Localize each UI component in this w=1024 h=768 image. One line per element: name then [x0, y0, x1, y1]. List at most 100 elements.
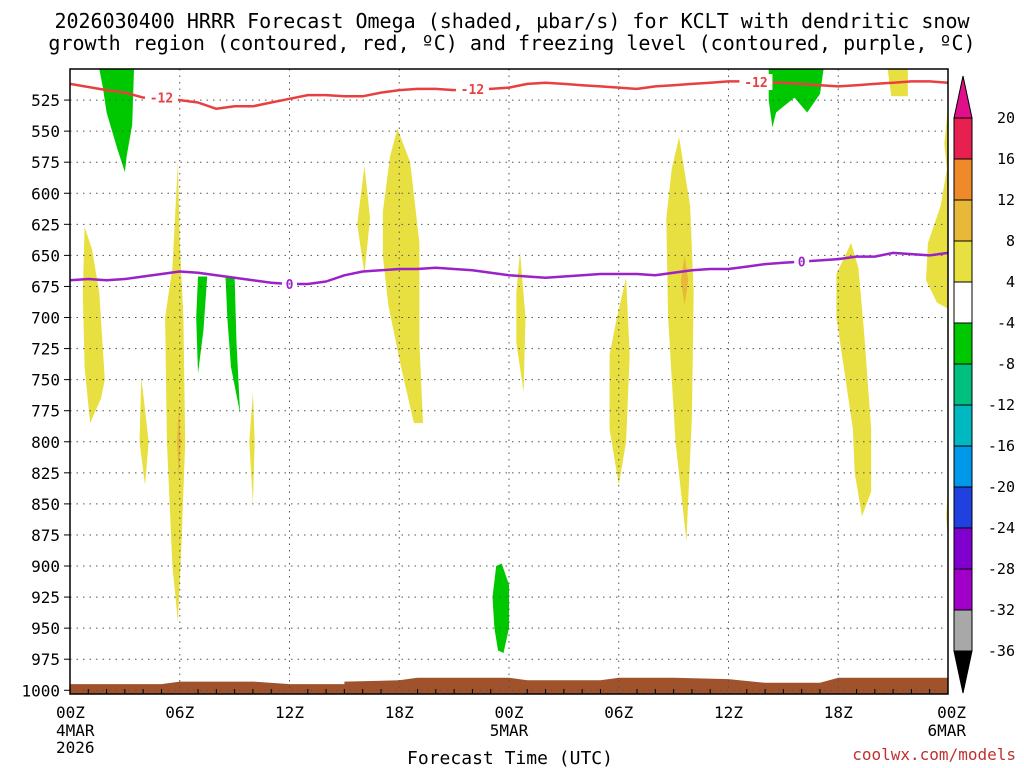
- y-tick-label: 675: [31, 277, 60, 296]
- x-tick-label: 12Z: [714, 703, 743, 722]
- colorbar-label: -28: [988, 560, 1015, 578]
- y-tick-label: 825: [31, 464, 60, 483]
- contour-label-bg: [144, 89, 178, 106]
- y-tick-label: 850: [31, 495, 60, 514]
- colorbar-swatch: [953, 117, 973, 160]
- colorbar-label: -16: [988, 437, 1015, 455]
- x-tick-label: 18Z: [385, 703, 414, 722]
- shaded-region: [768, 69, 824, 128]
- y-tick-label: 950: [31, 619, 60, 638]
- shaded-region: [165, 162, 186, 622]
- y-tick-label: 1000: [21, 681, 60, 700]
- colorbar-label: 20: [997, 109, 1015, 127]
- x-axis-label: Forecast Time (UTC): [407, 748, 613, 768]
- shaded-region: [249, 392, 255, 504]
- y-tick-label: 975: [31, 650, 60, 669]
- y-tick-label: 800: [31, 433, 60, 452]
- shaded-region: [139, 377, 149, 486]
- chart-title: 2026030400 HRRR Forecast Omega (shaded, …: [48, 9, 975, 55]
- colorbar-swatch: [953, 568, 973, 611]
- x-tick-label: 06Z: [604, 703, 633, 722]
- shaded-region: [680, 255, 689, 306]
- colorbar-label: 12: [997, 191, 1015, 209]
- omega-shading: [82, 69, 948, 653]
- x-tick-sublabel: 5MAR: [490, 721, 529, 740]
- colorbar-swatch: [953, 527, 973, 570]
- title-line: growth region (contoured, red, ºC) and f…: [48, 31, 975, 55]
- y-tick-label: 775: [31, 402, 60, 421]
- x-tick-sublabel: 6MAR: [927, 721, 966, 740]
- contour-label: -12: [150, 92, 173, 107]
- shaded-region: [516, 251, 526, 393]
- credit-text: coolwx.com/models: [852, 745, 1016, 764]
- terrain-layer: [70, 677, 948, 694]
- colorbar-label: 16: [997, 150, 1015, 168]
- shaded-region: [492, 563, 509, 653]
- shaded-region: [836, 243, 872, 517]
- shaded-region: [82, 226, 105, 424]
- y-tick-label: 925: [31, 588, 60, 607]
- colorbar: 20 16 12 8 4 -4 -8 -12 -16 -20 -24 -28 -32 -36: [953, 75, 1015, 694]
- colorbar-label: -12: [988, 396, 1015, 414]
- shaded-region: [196, 276, 208, 374]
- y-tick-label: 875: [31, 526, 60, 545]
- colorbar-swatch: [953, 158, 973, 201]
- contour-label-bg: [455, 80, 489, 97]
- plot-area: -12 -12 -12 0 0: [69, 68, 949, 695]
- colorbar-swatch: [953, 363, 973, 406]
- plot-frame: [69, 68, 949, 695]
- x-tick-label: 00Z: [495, 703, 524, 722]
- colorbar-swatch: [953, 445, 973, 488]
- y-tick-label: 550: [31, 122, 60, 141]
- colorbar-label: -36: [988, 642, 1015, 660]
- y-tick-label: 750: [31, 371, 60, 390]
- colorbar-swatch: [953, 322, 973, 365]
- x-tick-label: 18Z: [824, 703, 853, 722]
- y-tick-label: 900: [31, 557, 60, 576]
- shaded-region: [609, 277, 630, 486]
- colorbar-bottom-arrow: [953, 650, 973, 694]
- colorbar-label: -4: [997, 314, 1015, 332]
- y-tick-label: 700: [31, 309, 60, 328]
- colorbar-swatch: [953, 240, 973, 283]
- colorbar-swatch: [953, 199, 973, 242]
- contour-label: 0: [798, 256, 806, 271]
- shaded-region: [357, 165, 370, 274]
- x-tick-sublabel: 4MAR: [56, 721, 95, 740]
- shaded-region: [177, 404, 181, 479]
- terrain-fill: [70, 677, 948, 694]
- shaded-region: [926, 162, 948, 309]
- shaded-region: [944, 106, 948, 181]
- colorbar-swatch: [953, 486, 973, 529]
- contour-label: 0: [286, 278, 294, 293]
- colorbar-label: 8: [1006, 232, 1015, 250]
- x-tick-label: 12Z: [275, 703, 304, 722]
- shaded-region: [382, 128, 423, 424]
- x-tick-label: 00Z: [56, 703, 85, 722]
- contour-label: -12: [744, 76, 767, 91]
- y-tick-label: 650: [31, 246, 60, 265]
- shaded-region: [666, 137, 694, 542]
- contour-line: [70, 80, 948, 111]
- y-tick-label: 625: [31, 215, 60, 234]
- y-tick-label: 600: [31, 184, 60, 203]
- colorbar-label: 4: [1006, 273, 1015, 291]
- x-tick-label: 06Z: [165, 703, 194, 722]
- y-tick-label: 575: [31, 153, 60, 172]
- x-tick-sublabel: 2026: [56, 738, 95, 757]
- y-tick-label: 525: [31, 91, 60, 110]
- colorbar-swatch: [953, 609, 973, 652]
- x-tick-label: 00Z: [937, 703, 966, 722]
- contour-label-bg: [282, 275, 297, 292]
- colorbar-label: -8: [997, 355, 1015, 373]
- contour-label: -12: [461, 83, 484, 98]
- title-line: 2026030400 HRRR Forecast Omega (shaded, …: [54, 9, 970, 33]
- colorbar-label: -24: [988, 519, 1015, 537]
- contour-lines: -12 -12 -12 0 0: [70, 74, 948, 293]
- y-tick-label: 725: [31, 340, 60, 359]
- colorbar-label: -32: [988, 601, 1015, 619]
- colorbar-label: -20: [988, 478, 1015, 496]
- colorbar-top-arrow: [953, 75, 973, 119]
